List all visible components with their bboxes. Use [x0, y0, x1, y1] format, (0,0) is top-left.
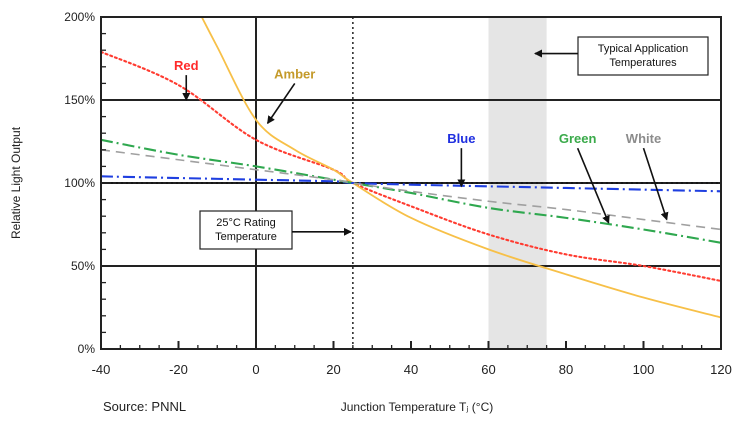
rating-temperature-box [199, 210, 293, 250]
series-line-amber [200, 16, 722, 319]
series-line-blue [100, 175, 722, 193]
x-tick-label: 20 [326, 362, 340, 377]
series-label-green: Green [559, 131, 597, 146]
y-tick-label: 50% [71, 259, 95, 273]
y-tick-label: 150% [64, 93, 95, 107]
x-tick-label: -40 [92, 362, 111, 377]
application-temperature-label: Typical Application Temperatures [598, 43, 689, 69]
x-axis-label: Junction Temperature Tⱼ (°C) [341, 400, 494, 414]
series-label-arrow [642, 147, 669, 221]
x-tick-label: 80 [559, 362, 573, 377]
x-tick-label: 40 [404, 362, 418, 377]
series-label-arrow [576, 147, 610, 224]
x-tick-label: 60 [481, 362, 495, 377]
series-label-blue: Blue [447, 131, 475, 146]
x-tick-label: 120 [710, 362, 732, 377]
y-tick-label: 0% [78, 342, 96, 356]
x-tick-label: -20 [169, 362, 188, 377]
series-label-red: Red [174, 58, 199, 73]
series-label-white: White [626, 131, 661, 146]
y-tick-label: 100% [64, 176, 95, 190]
x-tick-label: 0 [252, 362, 259, 377]
rating-temperature-label: 25°C Rating Temperature [215, 217, 277, 243]
y-axis-label: Relative Light Output [9, 126, 23, 239]
series-line-red [99, 50, 723, 282]
y-tick-label: 200% [64, 10, 95, 24]
application-temperature-box [577, 36, 709, 76]
source-note: Source: PNNL [103, 399, 186, 414]
x-tick-label: 100 [633, 362, 655, 377]
series-line-white [100, 149, 722, 231]
series-line-green [100, 138, 722, 244]
series-label-amber: Amber [274, 66, 315, 81]
series-label-arrow [266, 82, 296, 125]
